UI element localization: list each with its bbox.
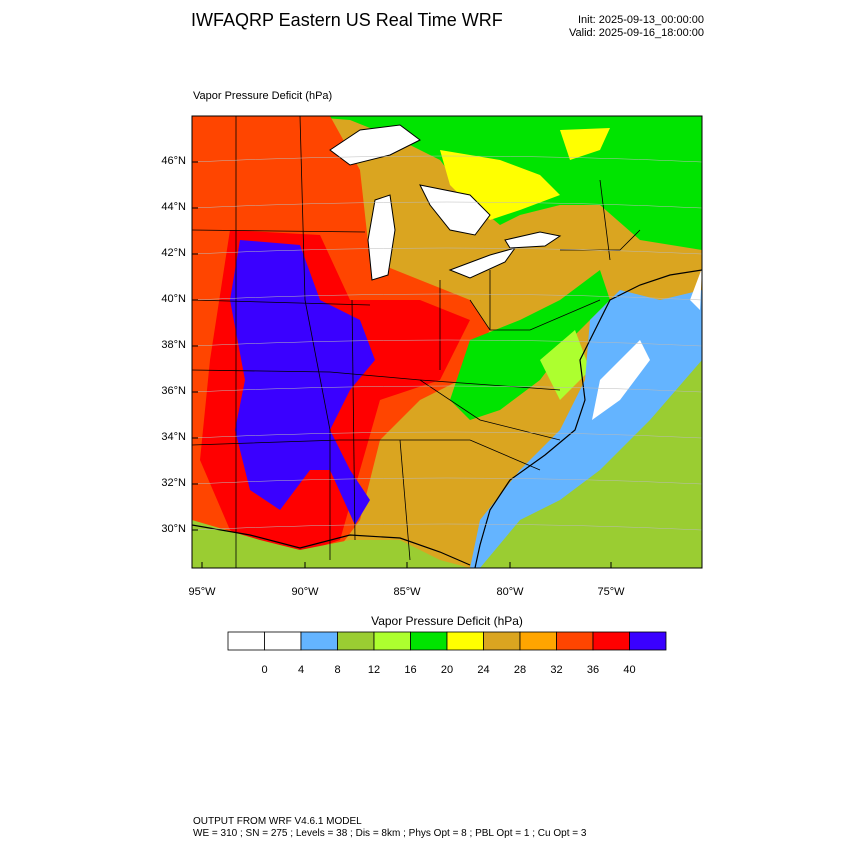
field-appalachian-lightgreen bbox=[540, 330, 590, 400]
lat-label: 46°N bbox=[161, 155, 186, 167]
lake-ontario bbox=[504, 231, 562, 249]
field-ocean-white bbox=[592, 340, 650, 420]
graticule bbox=[192, 155, 702, 531]
lat-label: 32°N bbox=[161, 477, 186, 489]
colorbar-tick-label: 0 bbox=[261, 664, 268, 676]
field-ocean-green bbox=[480, 360, 702, 568]
field-gulf-green bbox=[192, 520, 470, 568]
colorbar-tick-label: 28 bbox=[513, 664, 527, 676]
lon-label: 90°W bbox=[291, 586, 319, 598]
colorbar-swatch bbox=[556, 631, 594, 651]
lon-ticks bbox=[201, 562, 612, 568]
lon-label: 95°W bbox=[188, 586, 216, 598]
lon-label: 75°W bbox=[597, 586, 625, 598]
atlantic-coastline bbox=[474, 269, 702, 568]
lat-ticks bbox=[192, 161, 198, 531]
model-footer: OUTPUT FROM WRF V4.6.1 MODEL WE = 310 ; … bbox=[193, 816, 586, 840]
lon-label: 80°W bbox=[496, 586, 524, 598]
colorbar-swatch bbox=[592, 631, 630, 651]
colorbar-swatch bbox=[300, 631, 338, 651]
colorbar-swatch bbox=[410, 631, 448, 651]
init-time: Init: 2025-09-13_00:00:00 bbox=[578, 14, 704, 26]
colorbar-title: Vapor Pressure Deficit (hPa) bbox=[371, 614, 523, 628]
lake-erie bbox=[448, 247, 517, 279]
gulf-coastline bbox=[192, 524, 471, 566]
field-purple bbox=[230, 240, 375, 525]
colorbar-tick-label: 32 bbox=[550, 664, 563, 676]
colorbar-swatch bbox=[446, 631, 484, 651]
lat-label: 36°N bbox=[161, 385, 186, 397]
lat-label: 34°N bbox=[161, 431, 186, 443]
lat-label: 40°N bbox=[161, 293, 186, 305]
colorbar-tick-label: 36 bbox=[586, 664, 600, 676]
field-appalachian-green bbox=[450, 270, 610, 420]
map-frame bbox=[191, 115, 703, 569]
init-valid-time: Init: 2025-09-13_00:00:00 Valid: 2025-09… bbox=[569, 14, 704, 40]
colorbar-tick-label: 20 bbox=[440, 664, 454, 676]
colorbar-tick-label: 12 bbox=[367, 664, 381, 676]
valid-time: Valid: 2025-09-16_18:00:00 bbox=[569, 27, 704, 39]
colorbar-tick-label: 16 bbox=[404, 664, 417, 676]
field-label: Vapor Pressure Deficit (hPa) bbox=[193, 90, 333, 102]
lake-michigan bbox=[367, 194, 396, 281]
lake-huron bbox=[419, 184, 491, 236]
field-north-yellow-2 bbox=[560, 128, 610, 160]
footer-line-2: WE = 310 ; SN = 275 ; Levels = 38 ; Dis … bbox=[193, 828, 587, 839]
colorbar-swatch bbox=[373, 631, 411, 651]
colorbar-tick-label: 8 bbox=[334, 664, 341, 676]
colorbar-swatch bbox=[337, 631, 375, 651]
footer-line-1: OUTPUT FROM WRF V4.6.1 MODEL bbox=[193, 816, 362, 827]
colorbar-swatch bbox=[227, 631, 265, 651]
lake-superior bbox=[329, 124, 421, 166]
colorbar bbox=[227, 631, 667, 651]
colorbar-swatch bbox=[483, 631, 521, 651]
colorbar-tick-label: 4 bbox=[297, 664, 305, 676]
colorbar-swatch bbox=[264, 631, 302, 651]
lon-label: 85°W bbox=[393, 586, 421, 598]
lat-label: 38°N bbox=[161, 339, 186, 351]
lat-label: 44°N bbox=[161, 201, 186, 213]
lat-label: 42°N bbox=[161, 247, 186, 259]
colorbar-tick-label: 24 bbox=[477, 664, 490, 676]
plot-title: IWFAQRP Eastern US Real Time WRF bbox=[191, 10, 503, 30]
colorbar-tick-label: 40 bbox=[623, 664, 636, 676]
map-field bbox=[192, 116, 702, 568]
colorbar-swatch bbox=[519, 631, 557, 651]
colorbar-swatch bbox=[629, 631, 667, 651]
lat-label: 30°N bbox=[161, 523, 186, 535]
state-borders bbox=[192, 116, 641, 568]
